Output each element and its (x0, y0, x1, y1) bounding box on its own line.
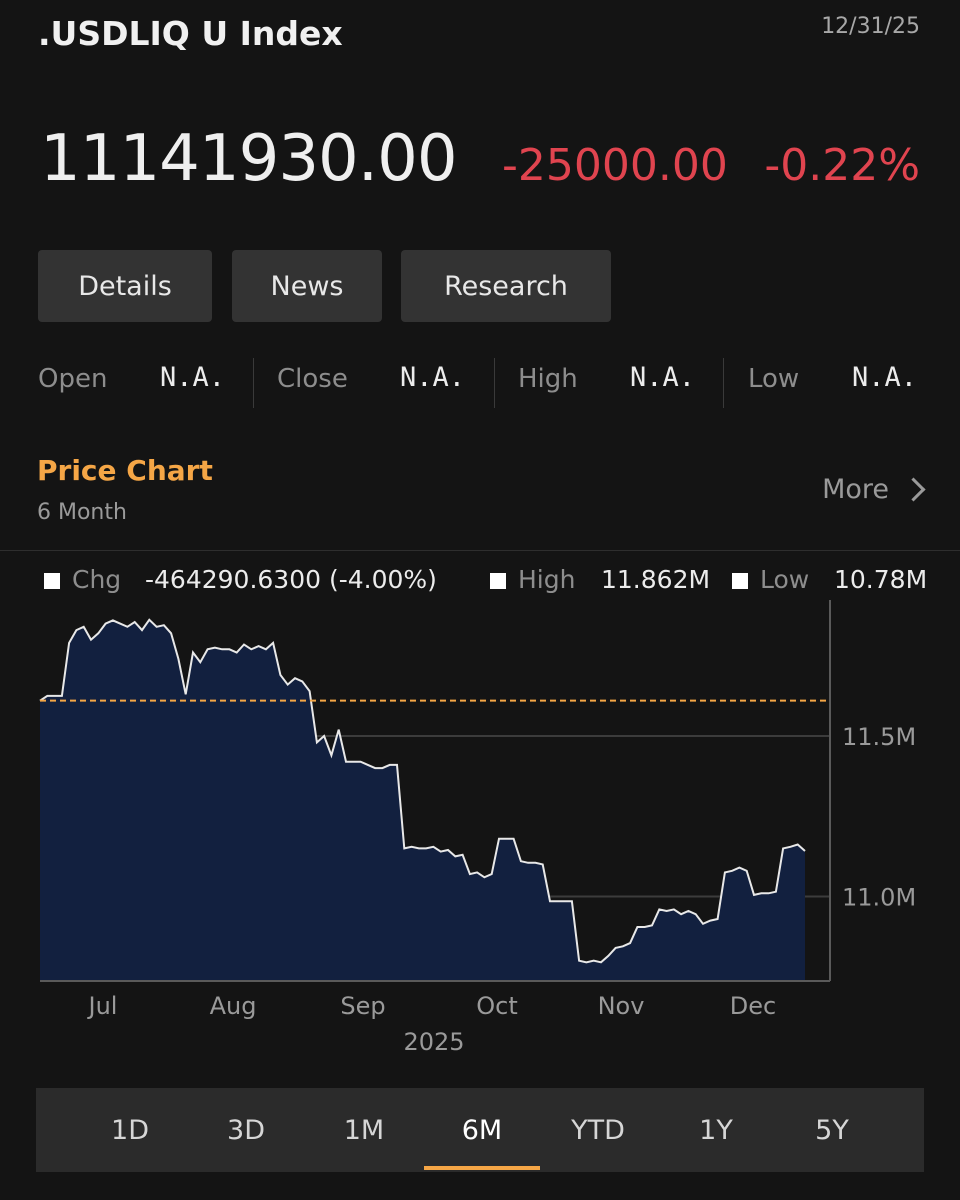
range-ytd[interactable]: YTD (571, 1114, 625, 1146)
y-tick-label: 11.0M (842, 884, 916, 912)
stat-divider (723, 358, 724, 408)
x-tick-label: Sep (340, 992, 385, 1020)
section-divider (0, 550, 960, 551)
close-label: Close (277, 364, 348, 394)
x-tick-label: Jul (87, 992, 118, 1020)
price-chart-period: 6 Month (37, 500, 127, 525)
range-5y[interactable]: 5Y (815, 1114, 849, 1146)
high-legend-square-icon (490, 573, 506, 589)
x-year-label: 2025 (403, 1028, 464, 1056)
details-button[interactable]: Details (38, 250, 212, 322)
more-label: More (822, 474, 889, 505)
more-button[interactable]: More (822, 474, 926, 505)
stat-divider (494, 358, 495, 408)
low-label: Low (748, 364, 800, 394)
open-value: N.A. (160, 362, 226, 393)
news-button[interactable]: News (232, 250, 382, 322)
high-legend-label: High (518, 565, 576, 594)
range-1y[interactable]: 1Y (699, 1114, 733, 1146)
range-6m[interactable]: 6M (461, 1114, 503, 1146)
open-label: Open (38, 364, 108, 394)
range-selector: 1D 3D 1M 6M YTD 1Y 5Y (36, 1088, 924, 1172)
chg-legend-label: Chg (72, 565, 122, 594)
low-legend-value: 10.78M (834, 565, 928, 594)
close-value: N.A. (400, 362, 466, 393)
chg-legend-value: -464290.6300 (-4.00%) (145, 565, 437, 594)
range-3d[interactable]: 3D (227, 1114, 265, 1146)
price-chart[interactable]: 11.5M 11.0M Jul Aug Sep Oct Nov Dec 2025 (0, 600, 960, 1060)
price-line (39, 618, 806, 964)
y-tick-label: 11.5M (842, 723, 916, 751)
chg-legend-square-icon (44, 573, 60, 589)
x-tick-label: Nov (598, 992, 645, 1020)
stat-divider (253, 358, 254, 408)
net-change: -25000.00 (502, 140, 728, 191)
high-legend-value: 11.862M (601, 565, 711, 594)
low-legend-square-icon (732, 573, 748, 589)
x-tick-label: Aug (210, 992, 257, 1020)
x-tick-label: Dec (730, 992, 776, 1020)
range-1d[interactable]: 1D (111, 1114, 149, 1146)
percent-change: -0.22% (764, 140, 920, 191)
price-area (40, 619, 805, 981)
last-price: 11141930.00 (40, 122, 458, 196)
range-1m[interactable]: 1M (343, 1114, 385, 1146)
high-label: High (518, 364, 578, 394)
x-tick-label: Oct (476, 992, 518, 1020)
price-chart-title: Price Chart (37, 454, 213, 487)
security-title: .USDLIQ U Index (38, 14, 343, 53)
chevron-right-icon (901, 477, 926, 502)
quote-date: 12/31/25 (821, 14, 920, 39)
low-legend-label: Low (760, 565, 810, 594)
low-value: N.A. (852, 362, 918, 393)
active-range-indicator (424, 1166, 540, 1170)
high-value: N.A. (630, 362, 696, 393)
research-button[interactable]: Research (401, 250, 611, 322)
